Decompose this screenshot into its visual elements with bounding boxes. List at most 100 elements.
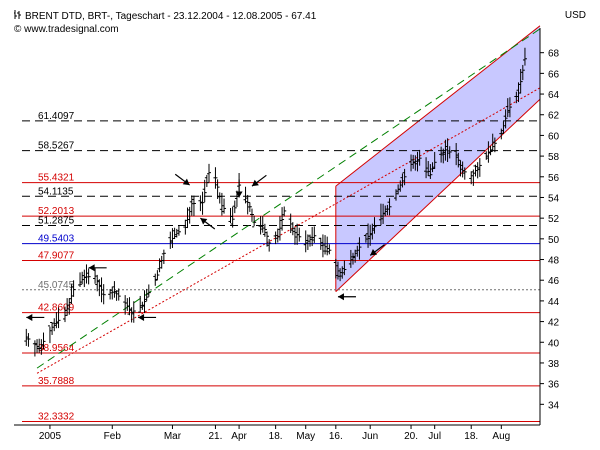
price-bar xyxy=(265,231,270,247)
copyright-line: © www.tradesignal.com xyxy=(14,24,119,35)
price-bar xyxy=(202,179,207,203)
price-bar xyxy=(275,228,280,243)
level-label-0: 61.4097 xyxy=(38,111,75,122)
price-bar xyxy=(357,237,362,260)
price-bar xyxy=(161,249,166,264)
chart-icon xyxy=(14,10,21,22)
price-bar xyxy=(308,234,313,247)
arrow-head xyxy=(26,313,33,321)
price-bar xyxy=(198,195,203,212)
price-bar xyxy=(200,191,205,215)
price-bar xyxy=(222,198,227,214)
price-bar xyxy=(54,312,59,329)
channel-lower-line xyxy=(335,98,541,292)
price-bar xyxy=(183,219,188,235)
price-bar xyxy=(282,206,287,217)
price-bar xyxy=(522,47,527,66)
x-tick-label: 18. xyxy=(464,431,478,442)
y-tick-label: 60 xyxy=(548,131,560,142)
price-bar xyxy=(86,268,91,285)
price-bar xyxy=(252,215,257,228)
price-bar xyxy=(168,231,173,249)
level-label-3: 54.1135 xyxy=(38,186,74,197)
arrow-head xyxy=(370,248,378,256)
price-bar xyxy=(428,164,433,179)
annotation-arrow-3 xyxy=(174,173,191,186)
price-bar xyxy=(327,244,332,255)
price-bar xyxy=(342,260,347,276)
y-tick-label: 68 xyxy=(548,49,560,60)
copyright-icon: © xyxy=(14,24,22,35)
y-tick-label: 52 xyxy=(548,214,560,225)
level-label-4: 52.2013 xyxy=(38,206,75,217)
y-tick-label: 48 xyxy=(548,256,560,267)
price-bar xyxy=(325,236,330,256)
y-tick-label: 58 xyxy=(548,152,560,163)
price-bar xyxy=(172,227,177,240)
arrow-head xyxy=(138,313,145,321)
price-bar xyxy=(292,227,297,245)
price-bar xyxy=(262,223,267,237)
price-bar xyxy=(52,318,57,332)
channel-upper-line xyxy=(335,25,541,187)
price-bar xyxy=(402,168,407,186)
annotation-arrow-2 xyxy=(138,313,157,321)
price-bar xyxy=(303,230,308,253)
price-bar xyxy=(217,192,222,204)
x-tick-label: Mar xyxy=(164,431,182,442)
unit-label: USD xyxy=(564,10,586,21)
price-bar xyxy=(432,151,437,169)
price-bar xyxy=(84,264,89,284)
annotation-arrow-1 xyxy=(88,264,107,272)
copyright-text: www.tradesignal.com xyxy=(24,24,119,35)
price-bar xyxy=(185,207,190,229)
level-label-7: 47.9077 xyxy=(38,250,75,261)
price-bar xyxy=(462,167,467,180)
price-bar xyxy=(232,200,237,214)
price-bar xyxy=(56,307,61,329)
price-bar xyxy=(387,198,392,216)
price-bar xyxy=(78,272,83,287)
annotation-arrow-8 xyxy=(369,244,385,256)
price-bar xyxy=(297,227,302,242)
y-tick-label: 56 xyxy=(548,173,560,184)
price-bar xyxy=(95,274,100,292)
x-tick-label: 2005 xyxy=(39,431,62,442)
price-bar xyxy=(260,216,265,233)
x-tick-label: Jul xyxy=(428,431,441,442)
x-tick-label: 18. xyxy=(269,431,283,442)
level-label-10: 38.9564 xyxy=(38,343,75,354)
price-bar xyxy=(50,321,55,335)
price-bar xyxy=(131,301,136,323)
price-bar xyxy=(174,228,179,238)
arrow-head xyxy=(88,264,95,272)
price-bar xyxy=(228,207,233,224)
chart-title: BRENT DTD, BRT-, Tageschart - 23.12.2004… xyxy=(14,10,316,22)
trendline-1 xyxy=(36,87,541,374)
price-bar xyxy=(116,288,121,301)
regression-channel xyxy=(335,25,540,292)
price-bar xyxy=(146,284,151,297)
trendline-0 xyxy=(36,28,541,369)
price-bar xyxy=(125,298,130,311)
price-bar xyxy=(138,295,143,313)
price-bar xyxy=(312,226,317,243)
price-bar xyxy=(140,301,145,310)
price-bar xyxy=(507,97,512,118)
price-bar xyxy=(247,202,252,212)
annotation-arrow-4 xyxy=(200,217,216,230)
y-tick-label: 44 xyxy=(548,297,560,308)
price-bar xyxy=(155,270,160,281)
price-bar xyxy=(189,195,194,216)
price-bar xyxy=(24,328,29,346)
y-tick-label: 54 xyxy=(548,193,560,204)
price-bar xyxy=(26,333,31,347)
level-label-2: 55.4321 xyxy=(38,173,75,184)
price-bar xyxy=(280,207,285,231)
price-bar xyxy=(204,174,209,187)
y-tick-label: 36 xyxy=(548,380,560,391)
arrow-head xyxy=(337,293,344,301)
chart-title-text: BRENT DTD, BRT-, Tageschart - 23.12.2004… xyxy=(25,11,317,22)
